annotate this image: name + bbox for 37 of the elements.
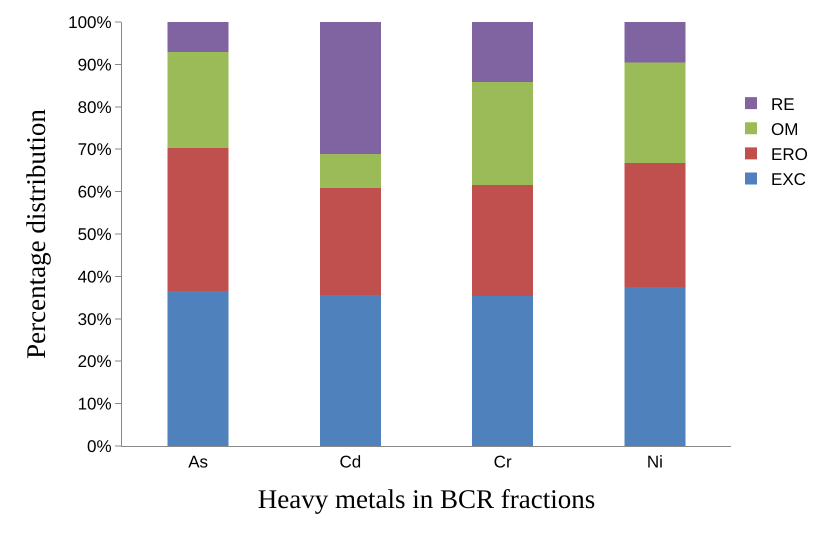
bar [320, 154, 381, 188]
x-tick-label: Cr [494, 452, 512, 472]
y-tick-label: 30% [78, 310, 112, 329]
bar [320, 22, 381, 154]
bar [472, 184, 534, 296]
y-tick-label: 40% [78, 267, 112, 286]
bar [472, 82, 534, 185]
y-tick-label: 10% [78, 394, 112, 414]
y-tick-label: 20% [78, 352, 112, 372]
y-tick-label: 100% [68, 12, 112, 32]
y-axis-title: Percentage distribution [21, 108, 52, 359]
legend-label: OM [771, 120, 798, 139]
x-tick-label: As [188, 452, 208, 472]
y-tick-label: 70% [78, 140, 112, 160]
y-tick-label: 50% [78, 224, 112, 244]
bar [168, 22, 229, 52]
legend-label: ERO [771, 144, 808, 164]
y-tick-label: 80% [78, 98, 112, 117]
y-tick-label: 60% [78, 182, 112, 202]
bar [168, 52, 229, 148]
bar [320, 188, 381, 296]
bar [472, 22, 534, 82]
y-tick-label: 90% [78, 55, 112, 74]
x-tick-label: Cd [340, 452, 362, 472]
bar [624, 163, 686, 287]
bar [624, 62, 686, 164]
bar [624, 287, 686, 446]
x-axis-title: Heavy metals in BCR fractions [258, 484, 596, 514]
legend-label: EXC [771, 170, 806, 190]
bar [168, 148, 229, 291]
bar [168, 290, 229, 446]
bar [320, 295, 381, 446]
bar [624, 22, 686, 62]
legend-label: RE [771, 94, 795, 114]
y-tick-label: 0% [87, 436, 112, 456]
x-tick-label: Ni [646, 452, 663, 472]
bar [472, 296, 534, 446]
